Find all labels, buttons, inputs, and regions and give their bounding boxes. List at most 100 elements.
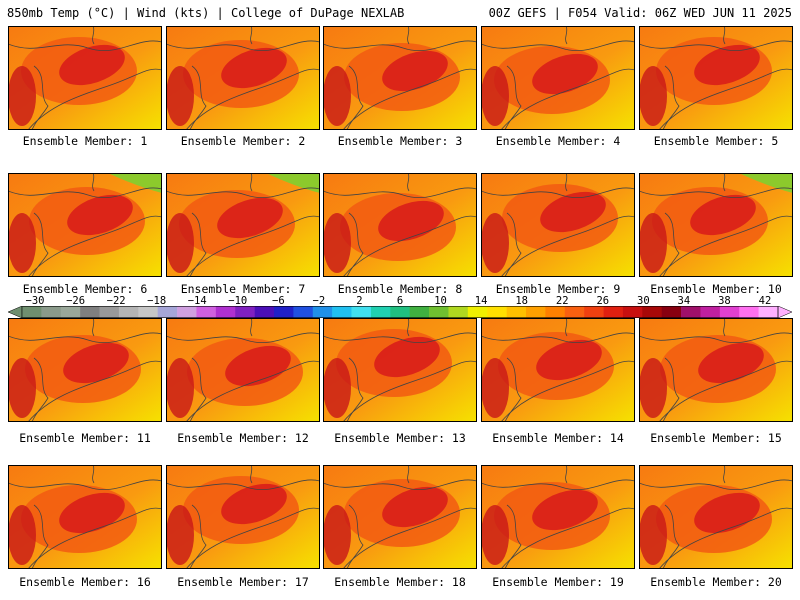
panel-frame <box>639 173 793 277</box>
contour-line <box>8 40 162 52</box>
colorbar-swatch <box>429 306 449 318</box>
coastline <box>407 465 410 484</box>
panel-frame <box>8 318 162 422</box>
contour-line <box>639 332 793 344</box>
hot-core <box>59 44 125 86</box>
contour-line <box>323 332 477 344</box>
contour-line <box>639 187 793 199</box>
contour-line <box>166 187 320 199</box>
hot-core <box>378 200 444 242</box>
contour-line <box>185 215 320 277</box>
contour-line <box>658 507 793 569</box>
contour-line <box>658 360 793 422</box>
hot-core <box>382 486 448 528</box>
contour-line <box>346 357 364 422</box>
colorbar-tick: −10 <box>228 295 248 307</box>
coastline <box>407 26 410 45</box>
hot-core <box>698 342 764 384</box>
hot-core <box>532 489 598 531</box>
panel-frame <box>166 26 320 130</box>
colorbar-swatch <box>177 306 197 318</box>
contour-line <box>189 212 207 277</box>
ensemble-map-panel <box>323 318 477 422</box>
colorbar-tick: 34 <box>677 295 691 307</box>
contour-line <box>323 187 477 199</box>
hot-core <box>536 339 602 381</box>
colorbar-tick: 38 <box>718 295 731 307</box>
contour-line <box>166 40 320 52</box>
ensemble-map-panel <box>323 26 477 130</box>
hot-core <box>225 345 291 387</box>
western-hot-region <box>166 505 194 565</box>
western-hot-region <box>323 213 351 273</box>
panel-frame <box>481 465 635 569</box>
colorbar-tick: 10 <box>434 295 447 307</box>
panel-frame <box>639 26 793 130</box>
panel-frame <box>481 26 635 130</box>
colorbar-left-arrow <box>8 306 23 318</box>
hot-core <box>540 191 606 233</box>
header-title-left: 850mb Temp (°C) | Wind (kts) | College o… <box>7 6 405 20</box>
colorbar-swatch <box>138 306 158 318</box>
panel-label: Ensemble Member: 4 <box>495 134 621 148</box>
temperature-map <box>639 318 793 422</box>
ensemble-map-panel <box>481 26 635 130</box>
western-hot-region <box>323 505 351 565</box>
colorbar-swatch <box>390 306 410 318</box>
contour-line <box>8 187 162 199</box>
contour-line <box>500 68 635 130</box>
colorbar-tick: −30 <box>25 295 45 307</box>
colorbar-swatch <box>467 306 488 318</box>
ensemble-map-panel <box>481 465 635 569</box>
colorbar-swatch <box>758 306 779 318</box>
ensemble-map-panel <box>323 173 477 277</box>
hot-core <box>694 492 760 534</box>
contour-line <box>31 504 49 569</box>
hot-core <box>690 194 756 236</box>
hot-core <box>59 492 125 534</box>
panel-label: Ensemble Member: 2 <box>180 134 306 148</box>
panel-frame <box>166 465 320 569</box>
hot-core <box>382 50 448 92</box>
colorbar-swatch <box>700 306 721 318</box>
contour-line <box>166 332 320 344</box>
contour-line <box>185 360 320 422</box>
contour-line <box>346 65 364 130</box>
contour-line <box>8 332 162 344</box>
contour-line <box>27 215 162 277</box>
temperature-map <box>481 173 635 277</box>
hot-core <box>67 194 133 236</box>
temperature-map <box>481 465 635 569</box>
coastline <box>565 173 568 192</box>
panel-frame <box>639 465 793 569</box>
hot-core <box>532 53 598 95</box>
temperature-map <box>481 26 635 130</box>
coastline <box>92 318 95 337</box>
contour-line <box>658 68 793 130</box>
contour-line <box>185 68 320 130</box>
coastline <box>407 318 410 337</box>
coastline <box>92 26 95 45</box>
panel-label: Ensemble Member: 14 <box>492 431 624 445</box>
panel-label: Ensemble Member: 7 <box>180 282 306 296</box>
panel-label: Ensemble Member: 8 <box>337 282 463 296</box>
coastline <box>565 26 568 45</box>
panel-label: Ensemble Member: 5 <box>653 134 779 148</box>
colorbar-swatch <box>118 306 139 318</box>
coastline <box>250 465 253 484</box>
western-hot-region <box>8 505 36 565</box>
contour-line <box>662 357 680 422</box>
panel-label: Ensemble Member: 20 <box>650 575 782 589</box>
contour-line <box>662 65 680 130</box>
colorbar-swatch <box>274 306 294 318</box>
temperature-map <box>8 26 162 130</box>
colorbar-right-arrow <box>777 306 792 318</box>
hot-core <box>221 483 287 525</box>
temperature-map <box>8 318 162 422</box>
ensemble-map-panel <box>166 173 320 277</box>
contour-line <box>500 215 635 277</box>
contour-line <box>342 507 477 569</box>
colorbar-swatch <box>22 306 42 318</box>
colorbar-tick: −14 <box>187 295 207 307</box>
panel-frame <box>481 318 635 422</box>
